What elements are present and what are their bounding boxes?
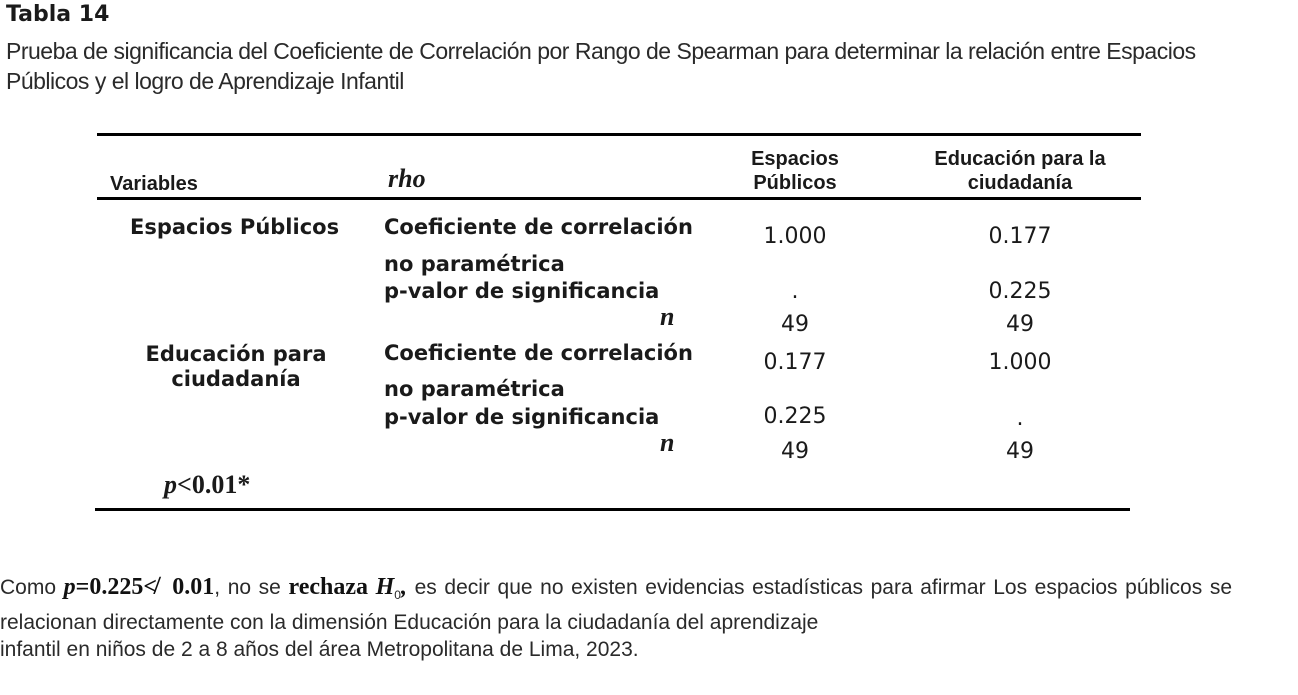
row1-n-col1: 49 xyxy=(781,312,809,337)
para-lead: Como xyxy=(0,576,64,599)
row2-p-col1: 0.225 xyxy=(763,404,827,429)
row2-coef-label-1: Coeficiente de correlación xyxy=(384,341,693,365)
para-mid: , no se xyxy=(214,576,289,599)
header-espacios-publicos: Espacios Públicos xyxy=(720,147,870,195)
table-bottom-rule xyxy=(95,508,1130,511)
table-label: Tabla 14 xyxy=(6,2,110,27)
row2-coef-label-2: no paramétrica xyxy=(384,377,565,401)
footnote-p-symbol: p xyxy=(164,470,177,499)
row1-variable: Espacios Públicos xyxy=(130,215,340,239)
table-header-rule xyxy=(97,197,1141,200)
row1-p-label: p-valor de significancia xyxy=(384,279,660,303)
para-h: H xyxy=(375,574,395,600)
row2-p-col2: . xyxy=(1016,406,1024,431)
table-title: Prueba de significancia del Coeficiente … xyxy=(6,38,1196,94)
row2-coef-col2: 1.000 xyxy=(988,350,1052,375)
para-p-symbol: p xyxy=(63,574,76,600)
header-col2-line1: Educación para la xyxy=(934,148,1106,170)
row1-coef-col1: 1.000 xyxy=(763,224,827,249)
row2-n-label: n xyxy=(660,428,675,457)
header-col1-line2: Públicos xyxy=(753,172,837,194)
row2-variable-line2: ciudadanía xyxy=(171,367,301,391)
table-top-rule xyxy=(97,133,1141,136)
row1-coef-label-1: Coeficiente de correlación xyxy=(384,215,693,239)
para-not-less-symbol: ≮ xyxy=(143,574,158,600)
para-threshold: 0.01 xyxy=(172,574,215,600)
row1-coef-label-2: no paramétrica xyxy=(384,252,565,276)
row2-coef-col1: 0.177 xyxy=(763,350,827,375)
para-last-line: infantil en niños de 2 a 8 años del área… xyxy=(0,638,639,662)
para-rest: es decir que no existen evidencias estad… xyxy=(0,576,1233,635)
row1-p-col1: . xyxy=(791,279,799,304)
header-col1-line1: Espacios xyxy=(751,148,839,170)
para-rechaza: rechaza xyxy=(288,574,368,600)
footnote-threshold: <0.01* xyxy=(177,470,251,499)
row1-p-col2: 0.225 xyxy=(988,279,1052,304)
header-educacion-ciudadania: Educación para la ciudadanía xyxy=(900,147,1140,195)
header-rho: rho xyxy=(388,164,426,193)
row1-coef-col2: 0.177 xyxy=(988,224,1052,249)
row2-variable: Educación para ciudadanía xyxy=(110,342,362,392)
row2-n-col1: 49 xyxy=(781,439,809,464)
para-comma: , xyxy=(400,574,407,600)
header-col2-line2: ciudadanía xyxy=(967,172,1073,194)
para-p-value: =0.225 xyxy=(75,574,144,600)
row1-n-label: n xyxy=(660,302,675,331)
row2-p-label: p-valor de significancia xyxy=(384,405,660,429)
interpretation-paragraph: Como p=0.225≮ 0.01, no se rechaza H0, es… xyxy=(0,574,1232,663)
header-variables: Variables xyxy=(110,173,198,195)
row2-n-col2: 49 xyxy=(1006,439,1034,464)
para-h-sub: 0 xyxy=(394,588,401,603)
row1-n-col2: 49 xyxy=(1006,312,1034,337)
significance-footnote: p<0.01* xyxy=(164,470,250,500)
row2-variable-line1: Educación para xyxy=(145,342,327,366)
